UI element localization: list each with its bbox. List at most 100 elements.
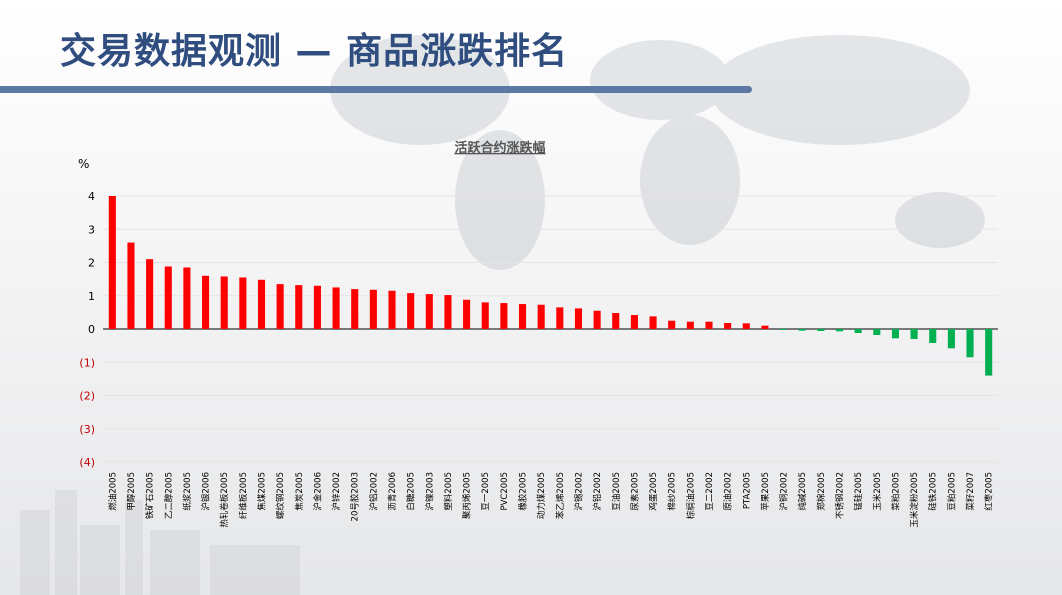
bar xyxy=(537,304,545,329)
bar xyxy=(388,290,396,329)
x-tick-label: 硅铁2005 xyxy=(928,472,939,511)
x-tick-label: 纤维板2005 xyxy=(238,472,249,519)
x-tick-label: 白糖2005 xyxy=(406,472,417,511)
bar xyxy=(966,329,974,358)
bar xyxy=(780,329,788,330)
bar xyxy=(332,287,340,329)
x-tick-label: 鸡蛋2005 xyxy=(648,472,659,511)
y-tick-label: 1 xyxy=(88,290,95,303)
bar xyxy=(593,310,601,329)
x-tick-label: 豆油2005 xyxy=(611,472,622,511)
bar xyxy=(854,329,862,333)
bar xyxy=(295,285,303,329)
y-tick-label: 2 xyxy=(88,257,95,270)
x-tick-label: 尿素2005 xyxy=(629,472,640,511)
tick-layer: 4 3 2 1 0 (1) (2) (3) (4) 燃油2005 甲醇2005 铁矿石2005 乙二醇2… xyxy=(79,190,994,528)
x-tick-label: 郑棉2005 xyxy=(816,472,827,511)
x-tick-label: 焦煤2005 xyxy=(256,472,267,511)
bar xyxy=(183,267,191,329)
bar xyxy=(574,308,583,329)
bar xyxy=(985,329,993,376)
bar xyxy=(202,275,210,329)
bar xyxy=(220,276,228,329)
y-axis-unit-label: % xyxy=(78,157,89,171)
bar xyxy=(313,285,321,329)
x-tick-label: 菜粕2005 xyxy=(890,472,901,511)
bar xyxy=(891,329,899,339)
bar xyxy=(761,325,769,329)
bar xyxy=(929,329,937,343)
y-tick-label: (4) xyxy=(79,456,95,469)
bar xyxy=(351,289,359,329)
x-tick-label: 纸浆2005 xyxy=(182,472,193,511)
x-tick-label: 聚丙烯2005 xyxy=(462,472,473,519)
x-tick-label: 沪铅2002 xyxy=(592,472,603,511)
x-tick-label: 沥青2006 xyxy=(387,472,398,511)
bar xyxy=(686,321,694,329)
bar xyxy=(127,242,135,329)
x-tick-label: PVC2005 xyxy=(500,472,510,511)
x-tick-label: 铁矿石2005 xyxy=(145,472,156,519)
bar xyxy=(835,329,844,332)
bar xyxy=(798,329,806,331)
bar xyxy=(556,307,564,329)
bar xyxy=(612,313,620,329)
bar xyxy=(910,329,918,339)
y-tick-label: 4 xyxy=(88,190,95,203)
x-tick-label: 乙二醇2005 xyxy=(163,472,174,519)
x-tick-label: 20号胶2003 xyxy=(350,472,361,521)
y-tick-label: 0 xyxy=(88,323,95,336)
x-tick-label: 玉米淀粉2005 xyxy=(909,472,920,528)
bar xyxy=(481,302,489,329)
bar xyxy=(873,329,881,335)
bar xyxy=(742,323,750,329)
x-tick-label: 菜籽2007 xyxy=(965,472,976,511)
y-tick-label: 3 xyxy=(88,223,95,236)
x-tick-label: 苹果2005 xyxy=(760,472,771,511)
bar xyxy=(947,329,955,349)
x-tick-label: PTA2005 xyxy=(742,472,752,509)
bar xyxy=(463,299,471,329)
bar xyxy=(668,320,676,329)
bar-layer xyxy=(108,196,993,376)
city-skyline-background xyxy=(20,490,300,595)
x-tick-label: 棉纱2005 xyxy=(667,472,678,511)
x-tick-label: 锰硅2005 xyxy=(853,472,864,511)
x-tick-label: 红枣2005 xyxy=(984,472,995,511)
x-tick-label: 沪镍2003 xyxy=(424,472,435,511)
slide-title: 交易数据观测 — 商品涨跌排名 xyxy=(60,31,569,72)
bar xyxy=(817,329,825,331)
bar xyxy=(425,294,433,329)
bar xyxy=(705,321,713,329)
x-tick-label: 豆粕2005 xyxy=(946,472,957,511)
y-tick-label: (2) xyxy=(79,390,95,403)
x-tick-label: 热轧卷板2005 xyxy=(219,472,230,528)
chart-title: 活跃合约涨跌幅 xyxy=(454,140,545,156)
bar xyxy=(146,259,154,329)
y-tick-label: (3) xyxy=(79,423,95,436)
x-tick-label: 沪银2006 xyxy=(201,472,212,511)
x-tick-label: 沪铝2002 xyxy=(368,472,379,511)
bar xyxy=(108,196,116,329)
x-tick-label: 沪锡2002 xyxy=(573,472,584,511)
world-map-background xyxy=(330,35,985,270)
x-tick-label: 塑料2005 xyxy=(443,472,454,511)
x-tick-label: 燃油2005 xyxy=(107,472,118,511)
x-tick-label: 棕榈油2005 xyxy=(685,472,696,519)
x-tick-label: 豆一2005 xyxy=(481,472,491,511)
x-tick-label: 沪锌2002 xyxy=(331,472,342,511)
bar xyxy=(444,295,452,329)
bar xyxy=(257,279,266,329)
x-tick-label: 原油2002 xyxy=(723,472,734,511)
x-tick-label: 橡胶2005 xyxy=(518,472,529,511)
bar xyxy=(239,277,247,329)
x-tick-label: 苯乙烯2005 xyxy=(555,472,566,519)
x-tick-label: 玉米2005 xyxy=(872,472,883,511)
grid-layer xyxy=(103,195,998,463)
bar xyxy=(630,315,638,329)
bar xyxy=(500,303,508,329)
x-tick-label: 纯碱2005 xyxy=(797,472,808,511)
title-accent-bar xyxy=(0,86,752,93)
bar xyxy=(649,316,657,329)
